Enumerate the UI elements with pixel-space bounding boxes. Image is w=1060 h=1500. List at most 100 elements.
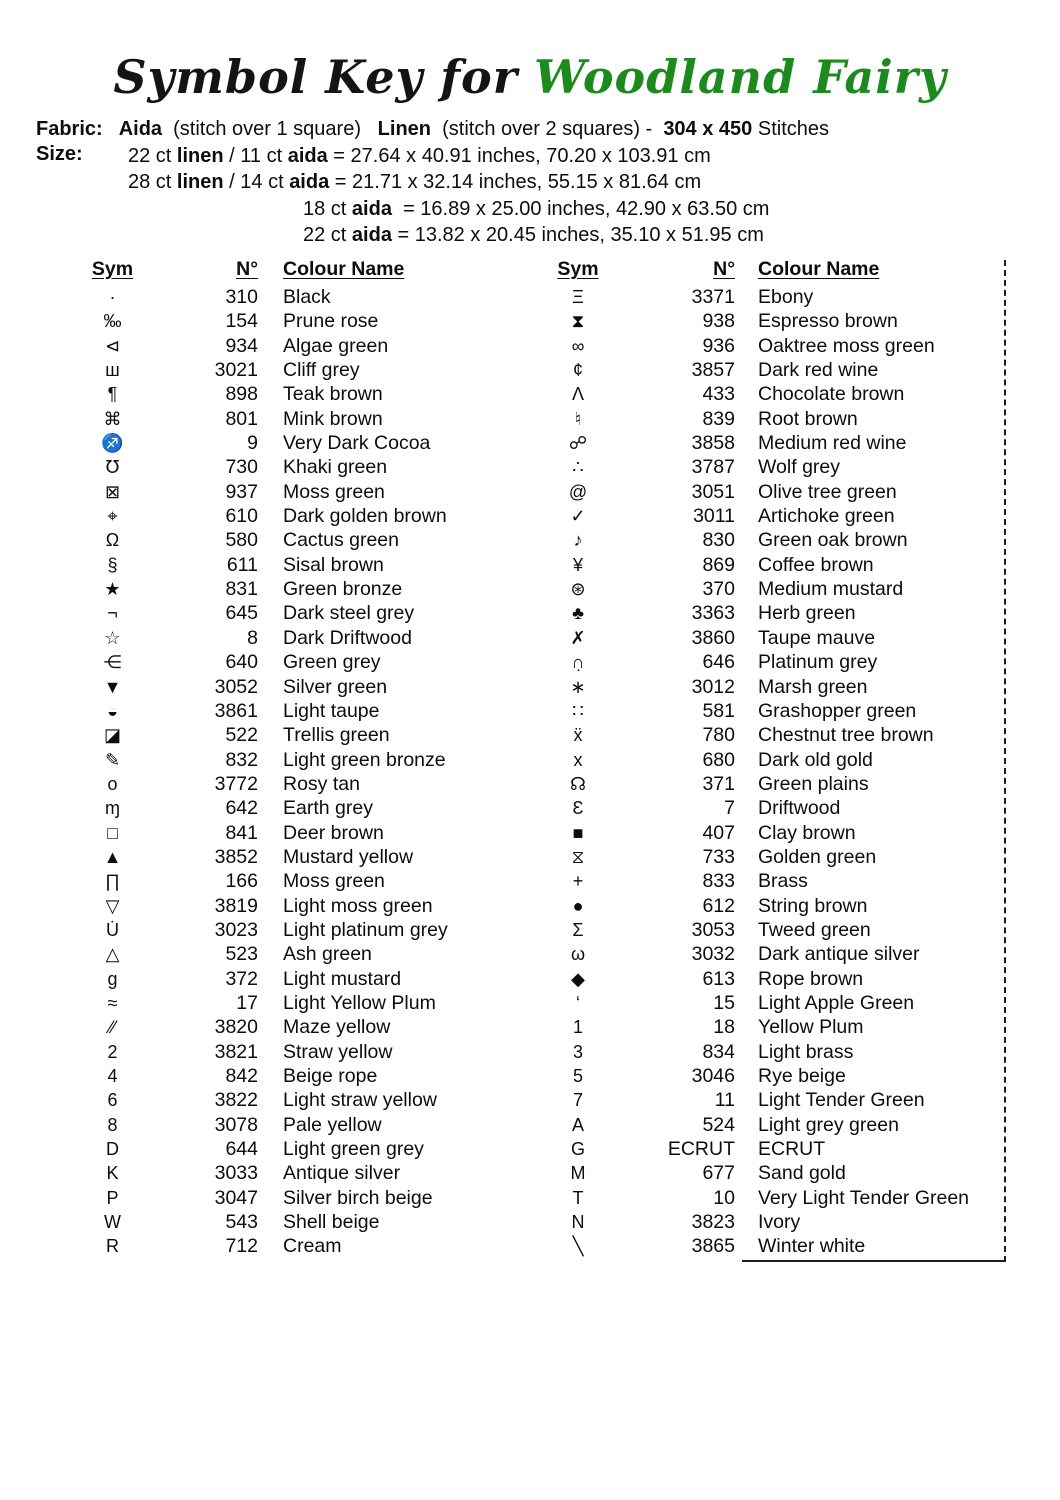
colour-name-cell: Light Tender Green <box>758 1089 925 1112</box>
table-row: 6 3822 Light straw yellow <box>70 1088 520 1112</box>
size-segment: aida <box>289 171 330 194</box>
table-row: ¥ 869 Coffee brown <box>545 553 1000 577</box>
table-row: ¶ 898 Teak brown <box>70 382 520 406</box>
fabric-segment: Linen <box>377 118 432 140</box>
symbol-cell: Σ <box>572 919 584 940</box>
symbol-cell: ⋲ <box>103 652 122 673</box>
number-cell: 842 <box>225 1065 258 1087</box>
symbol-cell: ▲ <box>103 846 122 867</box>
table-row: ♪ 830 Green oak brown <box>545 528 1000 552</box>
symbol-cell: 4 <box>107 1066 118 1086</box>
number-cell: 832 <box>225 748 258 771</box>
colour-name-cell: Antique silver <box>283 1162 401 1185</box>
symbol-cell: ш <box>105 360 120 381</box>
number-cell: 7 <box>724 797 735 820</box>
table-row: ▲ 3852 Mustard yellow <box>70 845 520 869</box>
table-row: P 3047 Silver birch beige <box>70 1186 520 1210</box>
colour-name-cell: Golden green <box>758 845 877 868</box>
number-cell: 3371 <box>691 286 735 308</box>
colour-name-cell: Moss green <box>283 480 385 503</box>
table-row: W 543 Shell beige <box>70 1210 520 1234</box>
table-row: ☆ 8 Dark Driftwood <box>70 626 520 650</box>
fabric-segment: Stitches <box>752 118 829 140</box>
colour-name-cell: Yellow Plum <box>758 1016 864 1039</box>
table-row: 8 3078 Pale yellow <box>70 1113 520 1137</box>
size-line-2: 28 ct linen / 14 ct aida = 21.71 x 32.14… <box>0 169 1060 195</box>
colour-name-cell: Clay brown <box>758 821 856 844</box>
colour-name-cell: Khaki green <box>283 456 388 479</box>
number-cell: 371 <box>702 772 735 795</box>
colour-name-cell: Black <box>283 286 331 308</box>
number-cell: 3051 <box>691 480 735 503</box>
number-cell: 522 <box>225 724 258 747</box>
colour-name-cell: Dark steel grey <box>283 602 415 625</box>
symbol-cell: ∩̣ <box>571 652 585 673</box>
table-row: 2 3821 Straw yellow <box>70 1040 520 1064</box>
title-pattern-name: Woodland Fairy <box>533 50 947 104</box>
size-segment: aida <box>351 224 392 247</box>
colour-name-cell: Light grey green <box>758 1113 899 1136</box>
table-row: Ξ 3371 Ebony <box>545 285 1000 309</box>
table-row: ‘ 15 Light Apple Green <box>545 991 1000 1015</box>
number-cell: 640 <box>225 651 258 674</box>
table-row: ≈ 17 Light Yellow Plum <box>70 991 520 1015</box>
size-segment: = 21.71 x 32.14 inches, 55.15 x 81.64 cm <box>329 171 702 194</box>
number-cell: 581 <box>702 699 735 722</box>
symbol-cell: ◒ <box>107 700 118 721</box>
colour-name-cell: Oaktree moss green <box>758 334 935 357</box>
symbol-key-page: Symbol Key for Woodland Fairy Fabric: Aida… <box>0 0 1060 1262</box>
size-segment: 22 ct <box>128 145 177 167</box>
number-cell: 3820 <box>214 1016 258 1039</box>
symbol-cell: R <box>106 1236 119 1257</box>
number-cell: 936 <box>702 334 735 357</box>
table-header-row: Sym N° Colour Name <box>545 258 1000 285</box>
number-cell: 830 <box>702 529 735 552</box>
table-row: ℧ 730 Khaki green <box>70 455 520 479</box>
size-segment: / 11 ct <box>223 145 288 167</box>
symbol-cell: ⊛ <box>570 579 586 600</box>
symbol-cell: P <box>106 1187 119 1208</box>
fabric-text: Aida (stitch over 1 square) Linen (stitc… <box>119 118 829 140</box>
symbol-cell: ∞ <box>571 335 585 356</box>
colour-name-cell: Coffee brown <box>758 553 874 576</box>
symbol-cell: 2 <box>107 1041 118 1062</box>
symbol-cell: x <box>573 749 583 770</box>
colour-name-cell: Light mustard <box>283 967 402 990</box>
symbol-cell: ∏ <box>105 871 120 892</box>
symbol-cell: W <box>104 1212 121 1233</box>
header-sym: Sym <box>557 258 599 280</box>
table-row: ⧗ 938 Espresso brown <box>545 309 1000 333</box>
number-cell: 938 <box>702 310 735 333</box>
number-cell: 17 <box>236 991 258 1014</box>
number-cell: 733 <box>702 845 735 868</box>
colour-name-cell: Taupe mauve <box>758 626 876 649</box>
number-cell: 610 <box>225 505 258 528</box>
symbol-cell: ☊ <box>570 773 586 794</box>
table-row: ω 3032 Dark antique silver <box>545 942 1000 966</box>
number-cell: 3363 <box>691 602 735 625</box>
number-cell: 898 <box>225 383 258 406</box>
colour-name-cell: Rye beige <box>758 1065 846 1087</box>
table-row: ✓ 3011 Artichoke green <box>545 504 1000 528</box>
symbol-cell: K <box>106 1163 119 1184</box>
table-row: K 3033 Antique silver <box>70 1161 520 1185</box>
symbol-cell: T <box>572 1187 584 1208</box>
number-cell: 645 <box>225 602 258 625</box>
size-segment: 22 ct <box>303 224 352 247</box>
symbol-cell: D <box>106 1139 119 1160</box>
fabric-segment: (stitch over 1 square) <box>162 118 378 140</box>
colour-name-cell: Cactus green <box>283 529 399 552</box>
symbol-cell: ⌖ <box>107 506 118 527</box>
symbol-cell: A <box>571 1114 584 1135</box>
number-cell: 613 <box>702 967 735 990</box>
size-segment: aida <box>351 197 392 220</box>
colour-name-cell: Algae green <box>283 334 389 357</box>
table-row: ¢ 3857 Dark red wine <box>545 358 1000 382</box>
symbol-cell: ● <box>572 895 584 916</box>
number-cell: 3865 <box>691 1235 735 1258</box>
colour-name-cell: Light taupe <box>283 699 380 722</box>
symbol-cell: □ <box>107 822 118 843</box>
number-cell: 839 <box>702 407 735 430</box>
title-prefix: Symbol Key for <box>113 50 518 104</box>
number-cell: 937 <box>225 480 258 503</box>
